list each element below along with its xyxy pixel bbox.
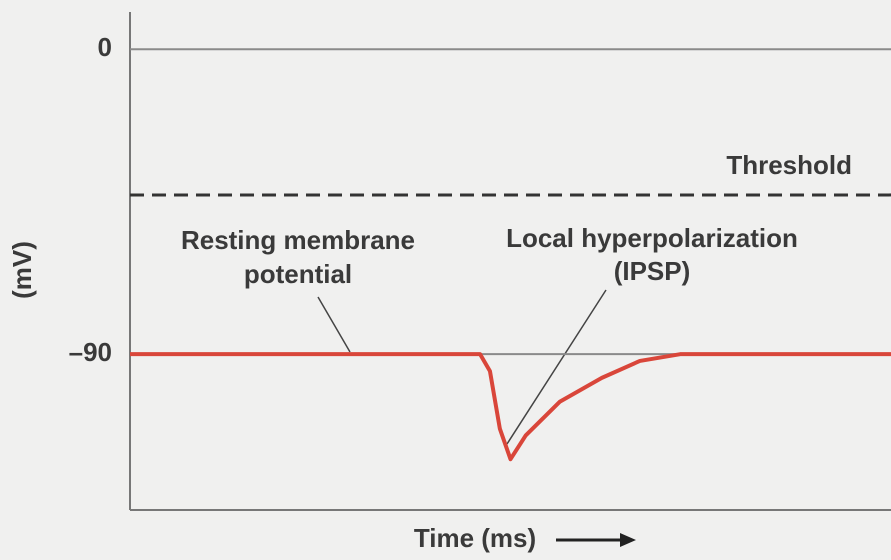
threshold-label: Threshold	[726, 150, 852, 180]
annotation: (IPSP)	[614, 256, 691, 286]
leader-line	[506, 289, 607, 445]
y-tick-label: –90	[69, 337, 112, 367]
time-arrow-head	[620, 533, 636, 547]
series-line	[130, 352, 891, 462]
x-axis-label: Time (ms)	[414, 523, 536, 553]
y-axis-label: (mV)	[7, 241, 37, 299]
annotation: potential	[244, 259, 352, 289]
annotation: Resting membrane	[181, 225, 415, 255]
annotation: Local hyperpolarization	[506, 223, 798, 253]
y-tick-label: 0	[98, 32, 112, 62]
leader-line	[317, 296, 351, 353]
